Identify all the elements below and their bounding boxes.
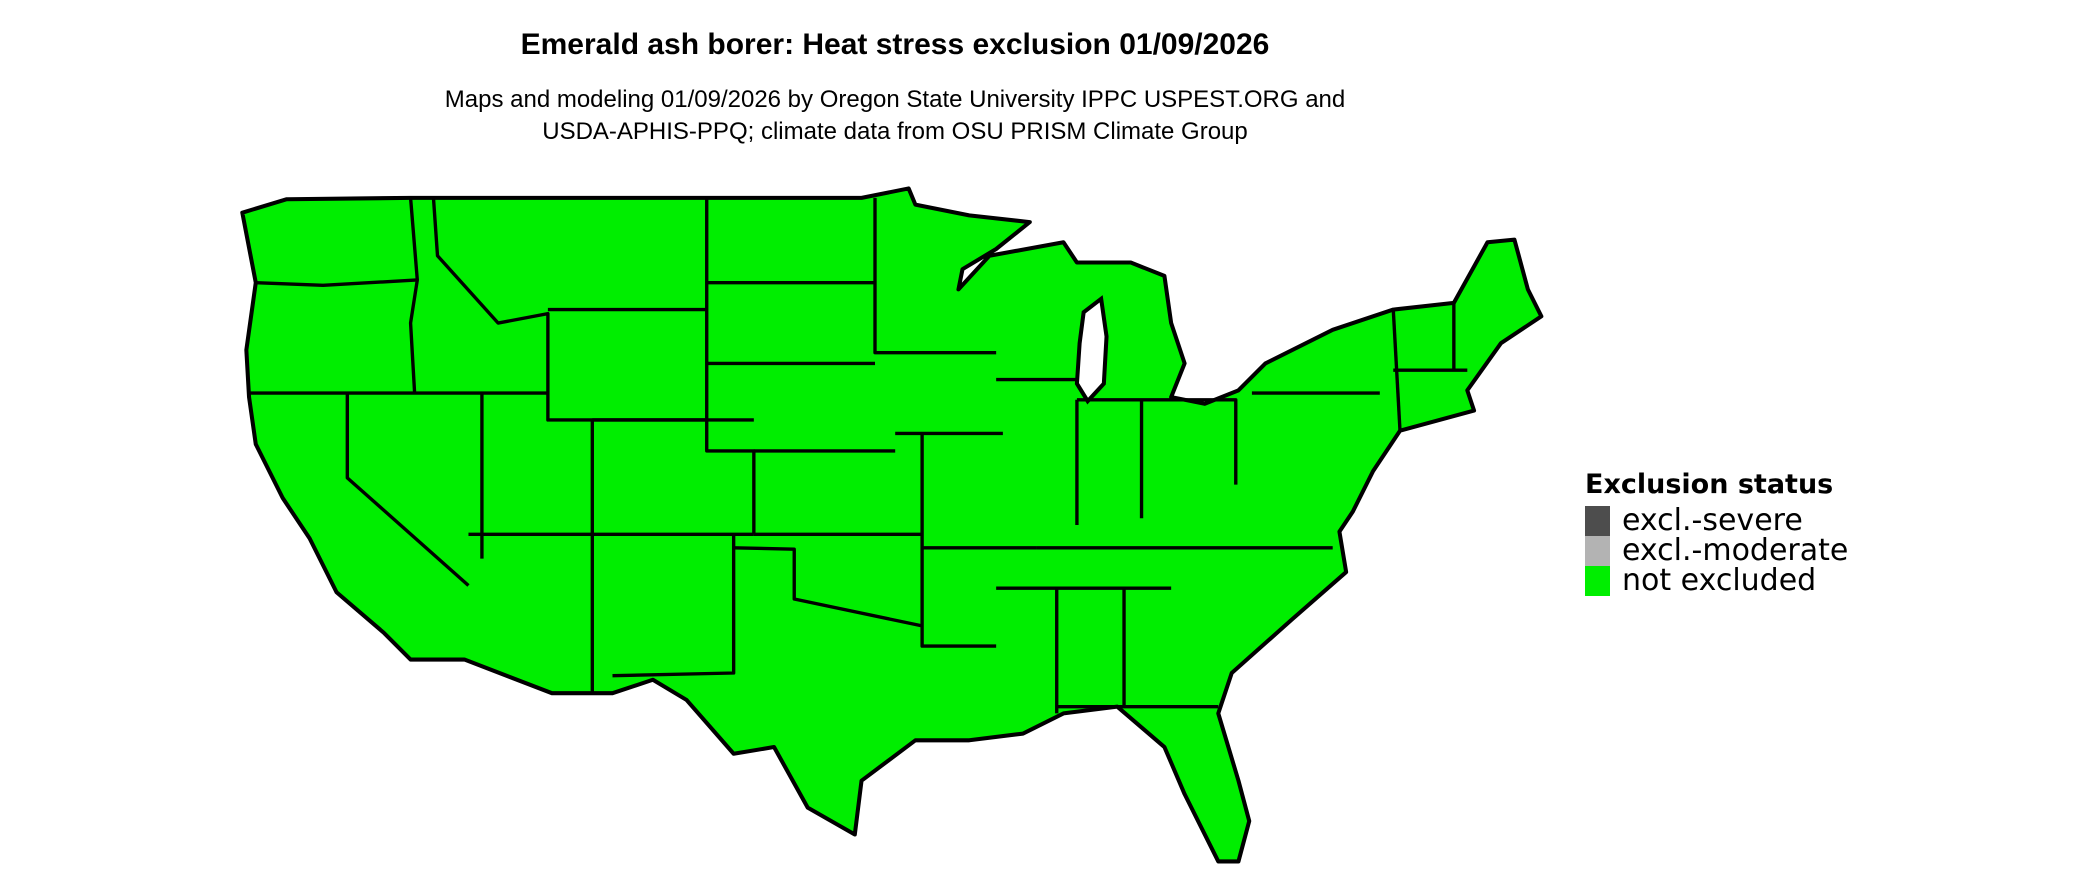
- legend-label: excl.-moderate: [1622, 533, 1849, 568]
- legend-item-not-excluded: not excluded: [1585, 566, 1848, 596]
- map-subtitle-line-2: USDA-APHIS-PPQ; climate data from OSU PR…: [542, 118, 1248, 145]
- legend-item-moderate: excl.-moderate: [1585, 536, 1848, 566]
- legend: Exclusion status excl.-severe excl.-mode…: [1585, 469, 1848, 596]
- map-title: Emerald ash borer: Heat stress exclusion…: [520, 28, 1270, 61]
- legend-swatch: [1585, 506, 1610, 536]
- legend-swatch: [1585, 536, 1610, 566]
- legend-label: not excluded: [1622, 563, 1817, 598]
- legend-item-severe: excl.-severe: [1585, 506, 1848, 536]
- state-boundaries: [249, 197, 1468, 714]
- conus-outline: [240, 186, 1544, 864]
- map-subtitle-line-1: Maps and modeling 01/09/2026 by Oregon S…: [444, 86, 1346, 113]
- legend-swatch: [1585, 566, 1610, 596]
- legend-label: excl.-severe: [1622, 503, 1803, 538]
- lake-michigan: [1074, 295, 1109, 405]
- legend-title: Exclusion status: [1585, 469, 1834, 500]
